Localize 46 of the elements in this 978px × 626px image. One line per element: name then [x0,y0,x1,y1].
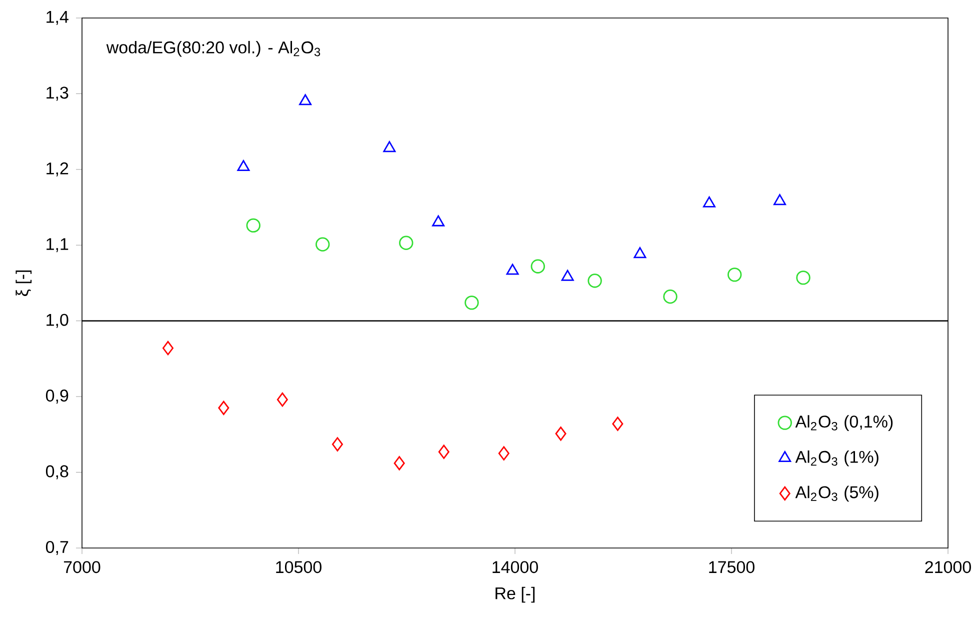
point [498,446,510,460]
point [561,270,574,281]
point [703,196,716,208]
x-tick-label: 10500 [276,561,322,574]
point [506,264,519,275]
point [530,259,545,274]
y-tick-label: 0,8 [46,465,68,480]
legend-label: Al$_{2}$O$_{3}$ (5%) [795,486,878,502]
point [663,290,678,304]
y-tick-label: 0,7 [46,540,68,556]
point [246,218,260,233]
y-tick-label: 1,0 [46,314,68,328]
point [796,270,810,285]
x-tick-label: 21000 [925,561,971,574]
point [276,392,288,407]
point [588,274,602,288]
annotation: woda/EG(80:20 vol.) - Al$_{2}$O$_{3}$ [106,40,320,57]
point [438,444,450,459]
legend-label: Al$_{2}$O$_{3}$ (1%) [795,450,878,466]
x-tick-label: 14000 [492,561,538,574]
point [218,400,230,416]
point [299,94,312,106]
point [634,247,646,258]
y-tick-label: 1,2 [46,162,68,176]
point [316,237,330,252]
x-axis-title: Re [-] [496,586,535,603]
y-tick-label: 1,3 [46,86,68,101]
y-axis-title: ξ [-] [16,270,32,296]
x-tick-label: 7000 [64,561,100,574]
y-tick-label: 1,4 [46,11,68,25]
point [383,141,396,152]
point [774,194,786,206]
point [162,341,174,356]
y-tick-label: 0,9 [46,390,68,404]
point [555,426,566,441]
point [612,416,624,431]
point [394,456,405,470]
legend-label: Al$_{2}$O$_{3}$ (0,1%) [795,415,893,431]
point [399,236,414,250]
y-tick-label: 1,1 [46,238,68,252]
x-tick-label: 17500 [709,561,754,574]
point [728,268,742,282]
point [332,437,343,452]
point [464,296,479,310]
point [237,160,250,172]
point [432,215,445,226]
